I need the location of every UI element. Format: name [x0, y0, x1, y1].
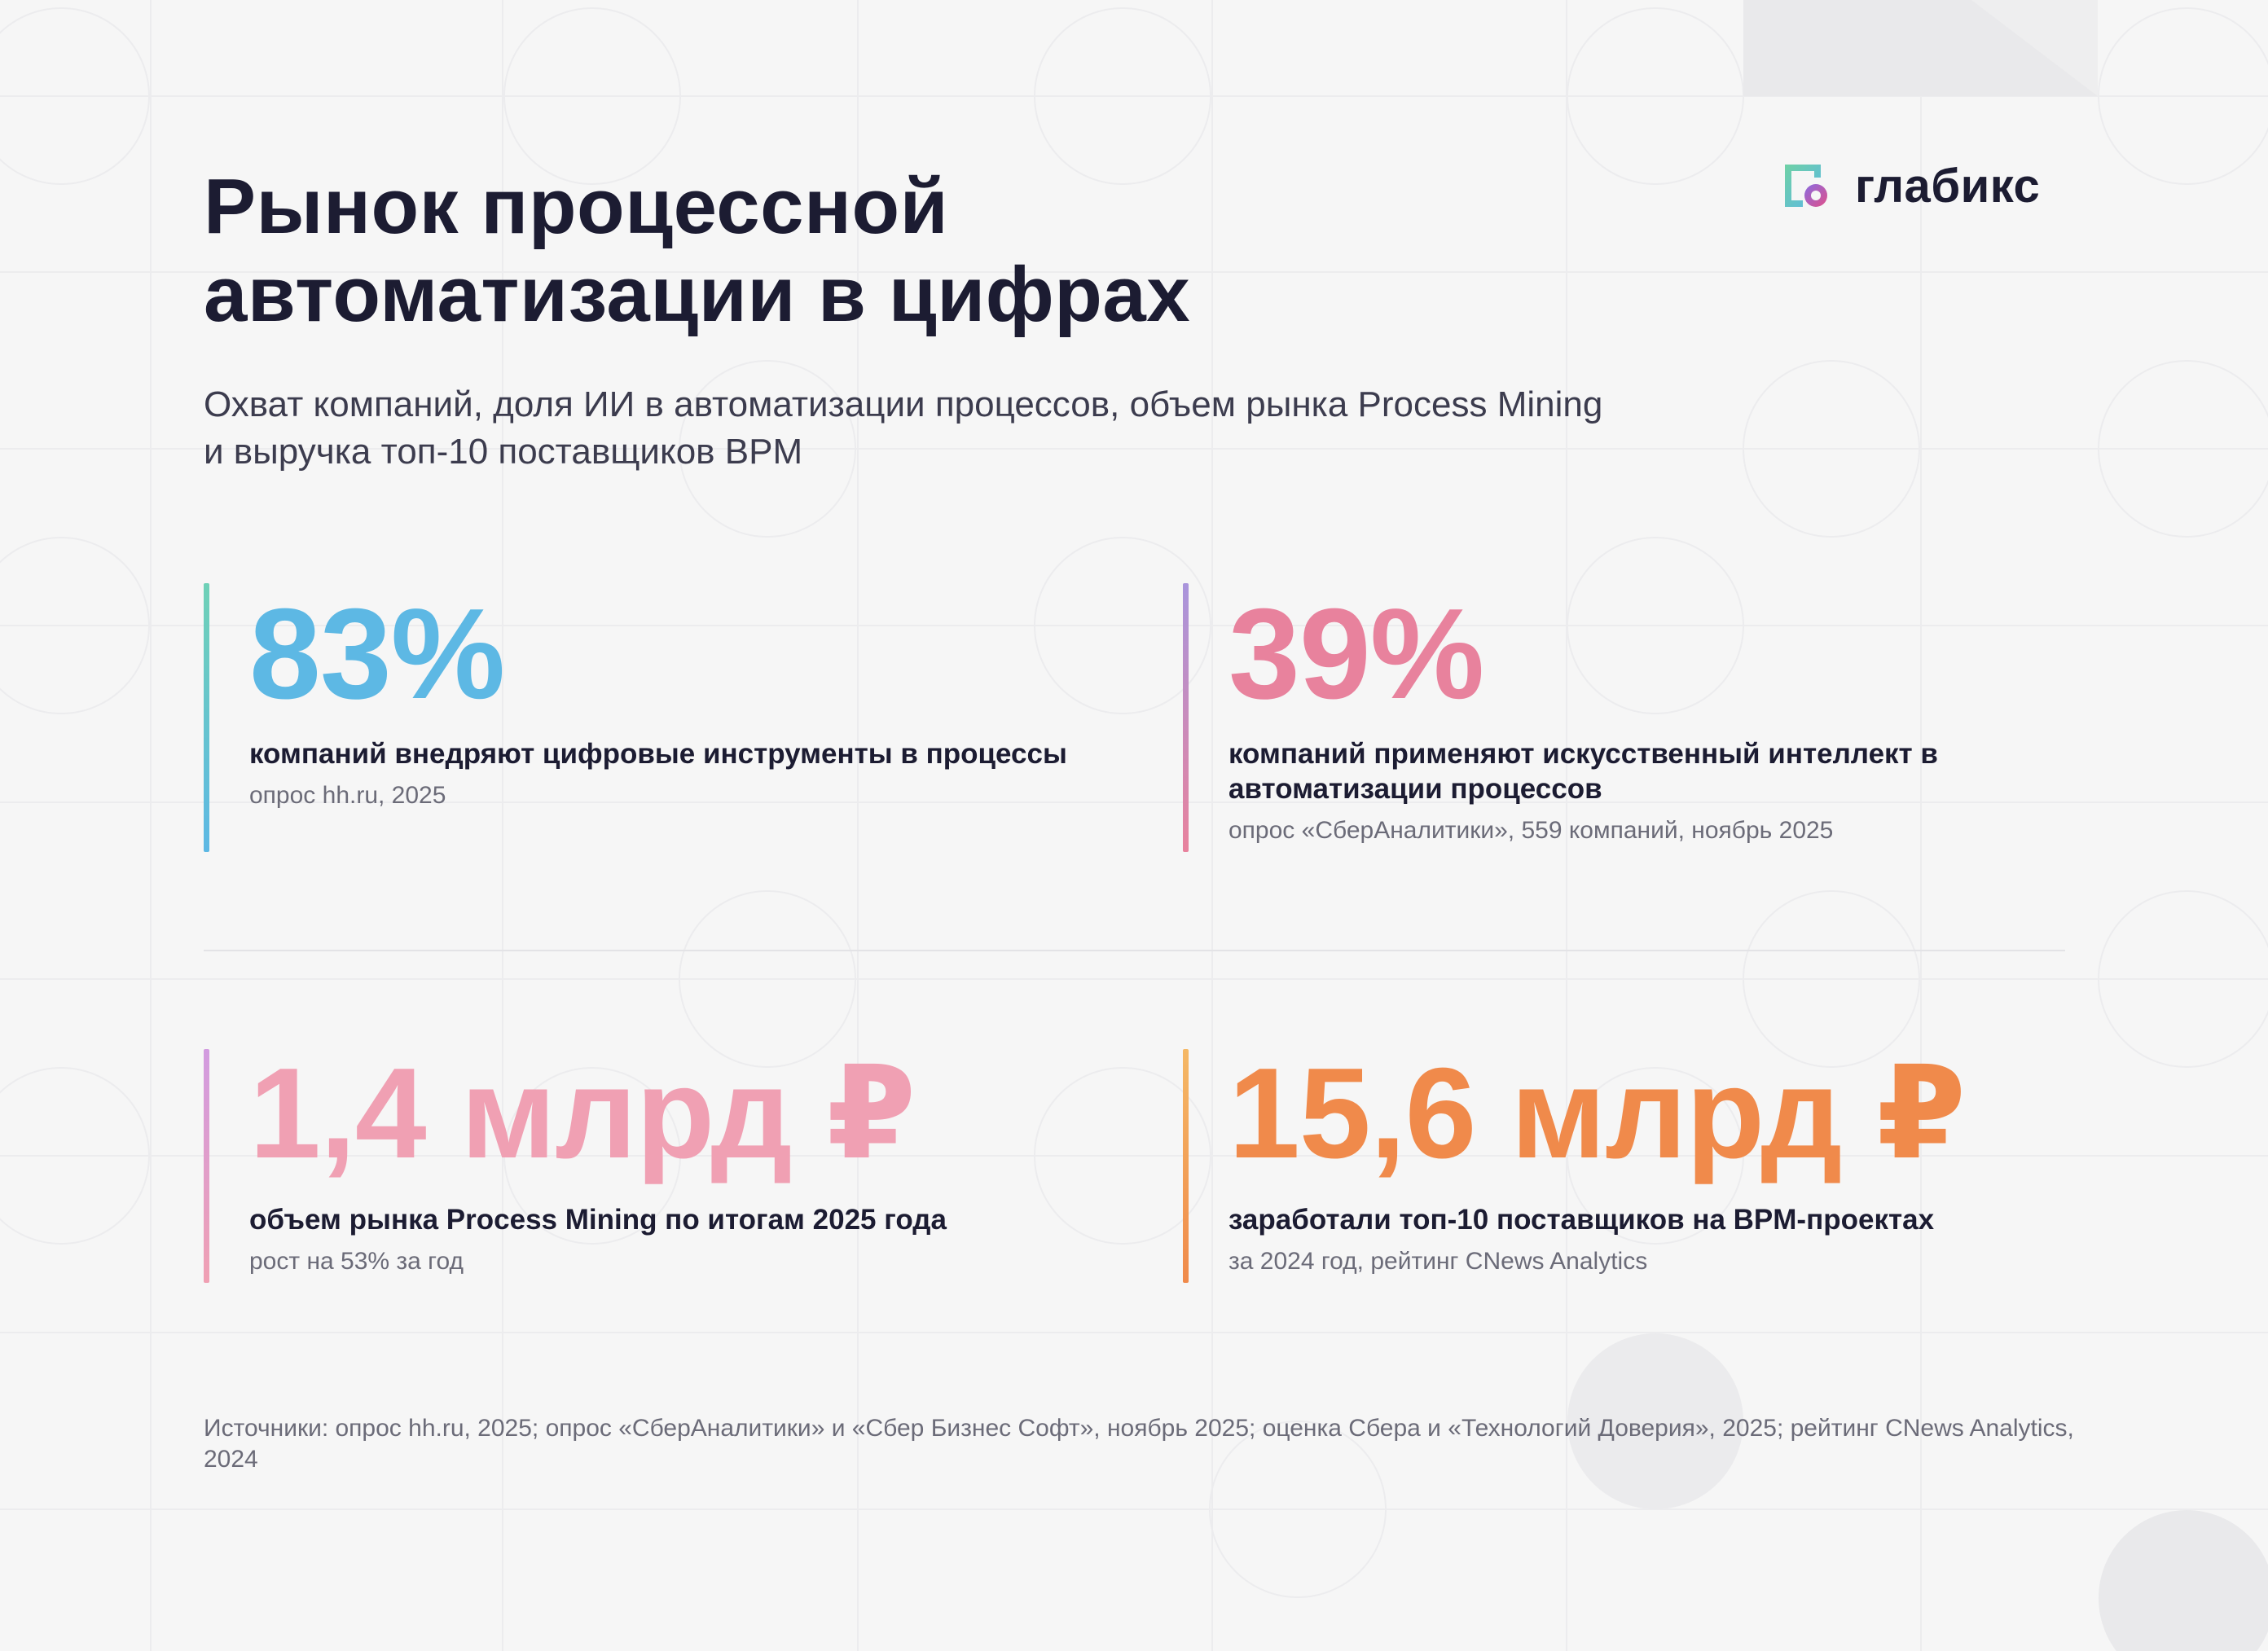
stat-value: 15,6 млрд ₽: [1228, 1042, 1966, 1185]
stat-source: опрос hh.ru, 2025: [249, 782, 446, 809]
stat-value: 39%: [1228, 582, 1484, 726]
stat-label: заработали топ-10 поставщиков на BPM-про…: [1228, 1204, 1935, 1236]
stat-source: за 2024 год, рейтинг CNews Analytics: [1228, 1248, 1648, 1275]
accent-bar: [1183, 1049, 1189, 1283]
page-title-line-2: автоматизации в цифрах: [204, 251, 1191, 338]
page-title: Рынок процессной автоматизации в цифрах: [204, 163, 1507, 339]
accent-bar: [1183, 583, 1189, 852]
stat-label: компаний применяют искусственный интелле…: [1228, 738, 1938, 805]
accent-bar: [204, 583, 209, 852]
stat-source: рост на 53% за год: [249, 1248, 464, 1275]
stat-label: объем рынка Process Mining по итогам 202…: [249, 1204, 947, 1236]
page-subtitle: Охват компаний, доля ИИ в автоматизации …: [204, 384, 1603, 472]
stat-value: 83%: [249, 582, 505, 726]
stat-label: компаний внедряют цифровые инструменты в…: [249, 738, 1067, 770]
stat-value: 1,4 млрд ₽: [249, 1042, 916, 1185]
stat-source: опрос «СберАналитики», 559 компаний, ноя…: [1228, 817, 1834, 844]
glabix-logo-icon: [1785, 165, 1827, 207]
stat-card: 15,6 млрд ₽ заработали топ-10 поставщико…: [1183, 1049, 2165, 1283]
page-title-line-1: Рынок процессной: [204, 163, 949, 250]
accent-bar: [204, 1049, 209, 1283]
stat-card: 39% компаний применяют искусственный инт…: [1183, 583, 2125, 852]
stat-card: 83% компаний внедряют цифровые инструмен…: [204, 583, 1145, 852]
logo-text: глабикс: [1855, 159, 2041, 213]
stat-card: 1,4 млрд ₽ объем рынка Process Mining по…: [204, 1049, 1145, 1283]
sources-footnote: Источники: опрос hh.ru, 2025; опрос «Сбе…: [204, 1415, 2074, 1473]
brand-logo: глабикс: [1780, 157, 2040, 214]
section-divider: [204, 950, 2065, 951]
